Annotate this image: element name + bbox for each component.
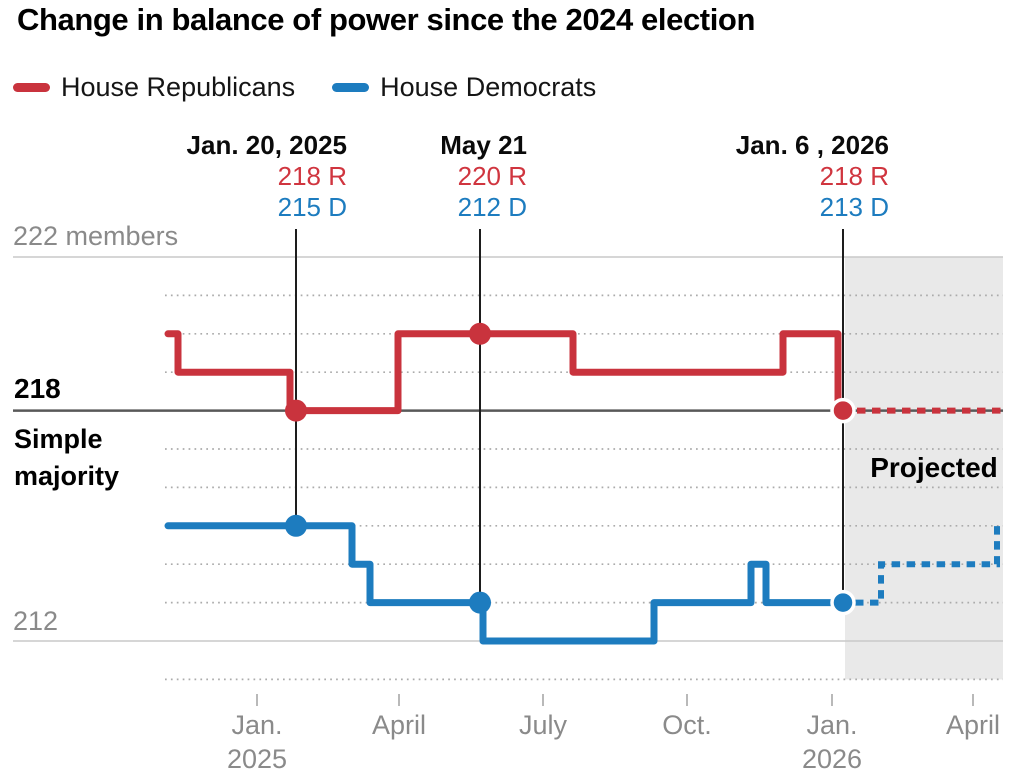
legend-label-democrats: House Democrats — [380, 72, 597, 102]
republican-marker-dot — [469, 322, 491, 345]
democrat-projected-line — [855, 525, 1000, 606]
republican-marker-dot — [285, 399, 307, 422]
x-tick-label: Oct. — [662, 710, 712, 740]
y-label-212: 212 — [13, 606, 59, 636]
x-tick-label: Jan. 2026 — [801, 710, 863, 774]
legend-item-democrats: House Democrats — [332, 72, 596, 103]
y-label-222-members: 222 members — [13, 221, 179, 251]
y-label-218: 218 — [14, 373, 61, 404]
democrat-line-swatch — [332, 83, 370, 92]
x-tick-label: Jan. 2025 — [226, 710, 288, 774]
projected-label: Projected — [870, 452, 998, 483]
x-tick-label: April — [371, 710, 426, 740]
legend-label-republicans: House Republicans — [61, 72, 296, 102]
republican-line — [164, 330, 850, 415]
legend: House Republicans House Democrats — [13, 72, 596, 103]
democrat-marker-dot — [469, 591, 491, 614]
y-label-simple-majority: Simple majority — [14, 424, 120, 491]
x-tick-label: July — [518, 710, 567, 740]
democrat-marker-dot — [285, 514, 307, 537]
republican-marker-dot — [830, 397, 856, 424]
x-tick-label: April — [945, 710, 1000, 740]
republican-line-swatch — [13, 83, 50, 92]
projected-region — [845, 257, 1003, 680]
legend-item-republicans: House Republicans — [13, 72, 295, 103]
democrat-marker-dot — [830, 589, 856, 616]
chart-title: Change in balance of power since the 202… — [17, 2, 756, 37]
democrat-line — [164, 522, 850, 645]
